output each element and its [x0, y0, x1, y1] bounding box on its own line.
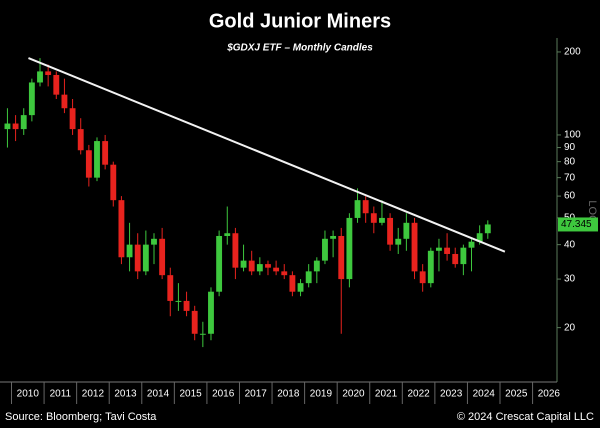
x-tick-label: 2014 — [147, 389, 170, 400]
x-tick-label: 2017 — [245, 389, 268, 400]
last-price-label: 47.345 — [561, 219, 592, 230]
y-tick-label: 200 — [564, 47, 581, 58]
candle-body — [322, 238, 328, 261]
candle-body — [460, 247, 467, 265]
x-tick-label: 2018 — [277, 389, 300, 400]
candle-body — [256, 264, 263, 272]
candle-body — [191, 310, 198, 334]
candle-body — [94, 141, 100, 178]
candle-body — [468, 241, 475, 248]
candle-body — [208, 291, 214, 334]
y-tick-label: 30 — [564, 274, 576, 285]
candle-body — [444, 247, 451, 254]
candle-body — [175, 300, 182, 302]
candle-body — [436, 247, 442, 251]
candle-body — [12, 123, 19, 130]
candle-body — [362, 200, 369, 214]
x-tick-label: 2024 — [473, 389, 496, 400]
candle-body — [265, 264, 271, 268]
candle-body — [273, 267, 280, 272]
candle-body — [395, 238, 402, 245]
x-tick-label: 2025 — [505, 389, 528, 400]
x-tick-label: 2010 — [17, 389, 40, 400]
candle-body — [248, 260, 255, 272]
candle-body — [102, 141, 109, 165]
candle-body — [134, 244, 141, 272]
y-tick-label: 20 — [564, 322, 576, 333]
chart-title: Gold Junior Miners — [209, 10, 391, 32]
candle-body — [69, 108, 76, 130]
copyright-note: © 2024 Crescat Capital LLC — [457, 411, 594, 423]
last-price-badge — [558, 217, 598, 232]
y-tick-label: 40 — [564, 239, 576, 250]
candle-body — [159, 238, 166, 276]
candle-body — [53, 74, 60, 95]
candle-body — [110, 164, 117, 201]
candle-body — [37, 71, 43, 83]
y-tick-label: 60 — [564, 191, 576, 202]
candle-body — [484, 224, 491, 234]
candle-body — [199, 333, 206, 335]
candle-body — [476, 233, 483, 242]
candle-body — [183, 300, 190, 311]
y-tick-label: 100 — [564, 130, 581, 141]
candle-body — [305, 271, 312, 284]
candle-body — [387, 217, 394, 245]
candle-body — [28, 82, 35, 116]
y-tick-label: 70 — [564, 172, 576, 183]
x-tick-label: 2021 — [375, 389, 398, 400]
candle-body — [167, 275, 174, 301]
candle-body — [118, 200, 125, 258]
trendline — [28, 57, 506, 253]
candle-body — [297, 283, 304, 292]
y-tick-label: 90 — [564, 142, 576, 153]
candle-body — [126, 244, 133, 258]
candle-body — [20, 115, 27, 130]
candle-body — [216, 235, 223, 292]
candle-body — [61, 94, 68, 109]
candle-body — [452, 253, 459, 265]
x-tick-label: 2011 — [50, 389, 72, 400]
y-tick-label: 80 — [564, 156, 576, 167]
candle-body — [281, 271, 288, 276]
x-tick-label: 2013 — [114, 389, 137, 400]
candle-body — [379, 217, 385, 223]
x-tick-label: 2016 — [212, 389, 235, 400]
candle-body — [224, 233, 231, 236]
candle-body — [427, 250, 434, 284]
candle-body — [289, 275, 296, 292]
x-tick-label: 2023 — [440, 389, 463, 400]
candle-body — [313, 260, 320, 272]
chart-subtitle: $GDXJ ETF – Monthly Candles — [226, 43, 373, 54]
candle-body — [354, 200, 361, 218]
x-tick-label: 2022 — [407, 389, 430, 400]
candle-body — [403, 222, 410, 239]
x-tick-label: 2012 — [82, 389, 105, 400]
x-tick-label: 2020 — [342, 389, 365, 400]
candle-body — [338, 235, 345, 280]
candle-body — [45, 71, 52, 75]
candle-body — [151, 238, 157, 245]
candle-body — [330, 235, 337, 239]
candle-body — [419, 271, 426, 284]
candle-body — [142, 244, 149, 272]
candle-body — [4, 123, 11, 130]
candle-body — [411, 222, 418, 272]
candle-body — [232, 233, 239, 268]
x-tick-label: 2026 — [538, 389, 561, 400]
x-tick-label: 2019 — [310, 389, 333, 400]
candle-body — [370, 213, 377, 223]
candle-body — [346, 217, 353, 280]
candle-body — [85, 150, 92, 178]
source-note: Source: Bloomberg; Tavi Costa — [5, 411, 157, 423]
candle-body — [77, 129, 84, 151]
x-tick-label: 2015 — [180, 389, 203, 400]
candle-body — [240, 260, 247, 268]
